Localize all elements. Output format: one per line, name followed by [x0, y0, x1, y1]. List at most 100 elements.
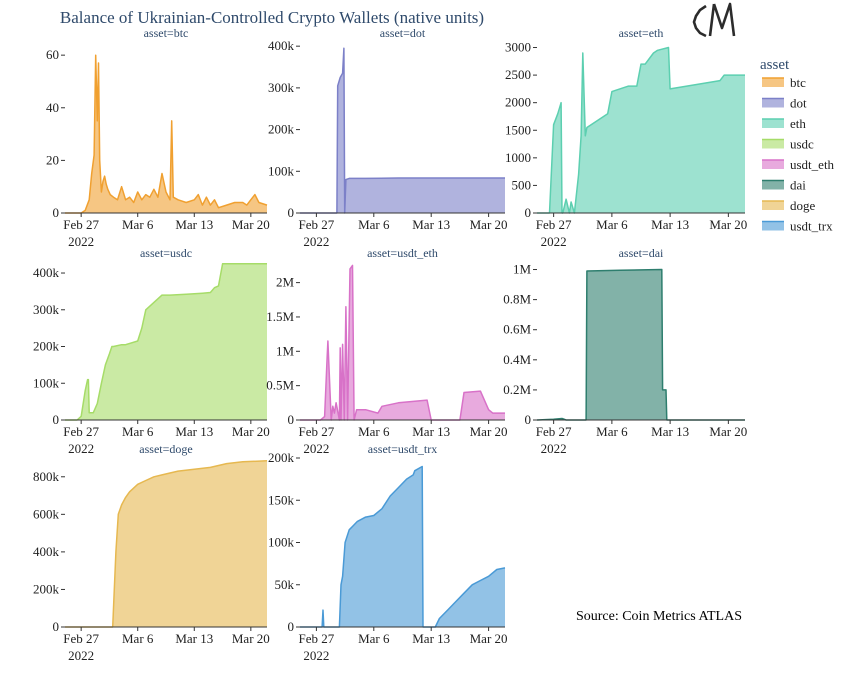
legend-swatch — [762, 160, 784, 169]
x-tick-label: Mar 13 — [412, 217, 450, 232]
legend-item-dai[interactable]: dai — [762, 178, 806, 193]
y-tick-label: 800k — [33, 469, 60, 484]
area-line — [65, 54, 268, 214]
x-tick-label: Mar 6 — [122, 424, 154, 439]
x-tick-label: Mar 20 — [709, 424, 747, 439]
x-tick-label: Mar 20 — [470, 631, 508, 646]
y-tick-label: 60 — [46, 47, 59, 62]
legend-swatch — [762, 180, 784, 190]
x-tick-label: Mar 13 — [412, 631, 450, 646]
x-tick-label: Feb 27 2022 — [63, 217, 99, 249]
y-tick-label: 0.5M — [266, 378, 294, 393]
panel-usdc: asset=usdc 0 100k 200k 300k 400k Feb 27 2022 Mar… — [33, 246, 270, 456]
panel-usdt_eth: asset=usdt_eth 0 0.5M 1M 1.5M 2M Feb 27 2022 Mar… — [266, 246, 507, 456]
y-tick-label: 1000 — [505, 150, 531, 165]
x-tick-label: Mar 6 — [358, 217, 390, 232]
y-tick-label: 1500 — [505, 122, 531, 137]
panel-title: asset=dot — [380, 26, 426, 40]
panel-btc: asset=btc 0 20 40 60 Feb 27 2022 Mar 6 Mar 13 Mar… — [46, 26, 270, 249]
panel-title: asset=doge — [139, 442, 192, 456]
y-tick-label: 0.2M — [503, 382, 531, 397]
panel-eth: asset=eth 0 500 1000 1500 2000 2500 3000 Feb 27 2… — [505, 26, 747, 249]
legend-label: usdt_trx — [790, 219, 833, 234]
legend-item-usdc[interactable]: usdc — [762, 137, 814, 152]
y-tick-label: 0 — [525, 205, 532, 220]
source-note: Source: Coin Metrics ATLAS — [576, 609, 742, 624]
area-fill — [537, 47, 745, 213]
y-tick-label: 500 — [512, 177, 532, 192]
y-tick-label: 200k — [268, 122, 295, 137]
legend-swatch — [762, 221, 784, 231]
area-line — [536, 268, 745, 421]
y-tick-label: 100k — [33, 375, 60, 390]
y-tick-label: 3000 — [505, 40, 531, 55]
legend-swatch — [762, 139, 784, 149]
y-tick-label: 400k — [268, 38, 295, 53]
y-tick-label: 0.8M — [503, 292, 531, 307]
legend-item-dot[interactable]: dot — [762, 96, 807, 111]
y-tick-label: 40 — [46, 100, 59, 115]
panel-title: asset=dai — [619, 246, 664, 260]
area-fill — [537, 269, 745, 420]
panel-title: asset=btc — [144, 26, 189, 40]
y-tick-label: 1M — [513, 262, 532, 277]
x-tick-label: Mar 6 — [596, 217, 628, 232]
panel-dot: asset=dot 0 100k 200k 300k 400k Feb 27 2022 Mar … — [268, 26, 508, 249]
y-tick-label: 200k — [33, 581, 60, 596]
x-tick-label: Mar 20 — [470, 217, 508, 232]
area-line — [65, 460, 268, 628]
x-tick-label: Mar 20 — [709, 217, 747, 232]
y-tick-label: 300k — [33, 302, 60, 317]
x-tick-label: Mar 13 — [175, 217, 213, 232]
legend-item-doge[interactable]: doge — [762, 198, 816, 213]
panel-title: asset=usdt_trx — [368, 442, 437, 456]
legend-item-usdt_eth[interactable]: usdt_eth — [762, 157, 835, 172]
panel-title: asset=eth — [619, 26, 664, 40]
x-tick-label: Mar 20 — [232, 631, 270, 646]
x-tick-label: Mar 20 — [470, 424, 508, 439]
legend-item-btc[interactable]: btc — [762, 75, 806, 90]
y-tick-label: 300k — [268, 80, 295, 95]
area-fill — [300, 265, 505, 420]
y-tick-label: 20 — [46, 152, 59, 167]
legend-item-eth[interactable]: eth — [762, 116, 806, 131]
x-tick-label: Feb 27 2022 — [63, 424, 99, 456]
x-tick-label: Feb 27 2022 — [63, 631, 99, 663]
legend-label: btc — [790, 75, 806, 90]
legend-item-usdt_trx[interactable]: usdt_trx — [762, 219, 833, 234]
legend-label: dot — [790, 96, 807, 111]
legend-label: eth — [790, 116, 806, 131]
y-tick-label: 400k — [33, 265, 60, 280]
x-tick-label: Mar 13 — [651, 217, 689, 232]
legend-label: doge — [790, 198, 816, 213]
x-tick-label: Mar 6 — [358, 424, 390, 439]
area-fill — [65, 263, 267, 420]
y-tick-label: 0 — [525, 412, 532, 427]
x-tick-label: Mar 20 — [232, 424, 270, 439]
area-line — [300, 465, 506, 628]
y-tick-label: 200k — [33, 339, 60, 354]
y-tick-label: 100k — [268, 163, 295, 178]
x-tick-label: Mar 6 — [122, 631, 154, 646]
x-tick-label: Mar 6 — [122, 217, 154, 232]
coin-metrics-logo: CM — [0, 0, 736, 38]
y-tick-label: 1.5M — [266, 309, 294, 324]
x-tick-label: Mar 13 — [651, 424, 689, 439]
y-tick-label: 0.4M — [503, 352, 531, 367]
x-tick-label: Feb 27 2022 — [299, 217, 335, 249]
y-tick-label: 1M — [276, 343, 295, 358]
y-tick-label: 0 — [288, 205, 295, 220]
legend-label: dai — [790, 178, 806, 193]
panel-usdt_trx: asset=usdt_trx 0 50k 100k 150k 200k Feb 27 2022… — [268, 442, 508, 663]
y-tick-label: 2500 — [505, 67, 531, 82]
figure-title: Balance of Ukrainian-Controlled Crypto W… — [60, 8, 484, 27]
y-tick-label: 0 — [53, 205, 60, 220]
panel-title: asset=usdt_eth — [367, 246, 438, 260]
y-tick-label: 400k — [33, 544, 60, 559]
area-fill — [300, 48, 505, 213]
x-tick-label: Mar 6 — [596, 424, 628, 439]
logo-text: CM — [0, 0, 2, 1]
y-tick-label: 0 — [288, 619, 295, 634]
panel-title: asset=usdc — [140, 246, 192, 260]
